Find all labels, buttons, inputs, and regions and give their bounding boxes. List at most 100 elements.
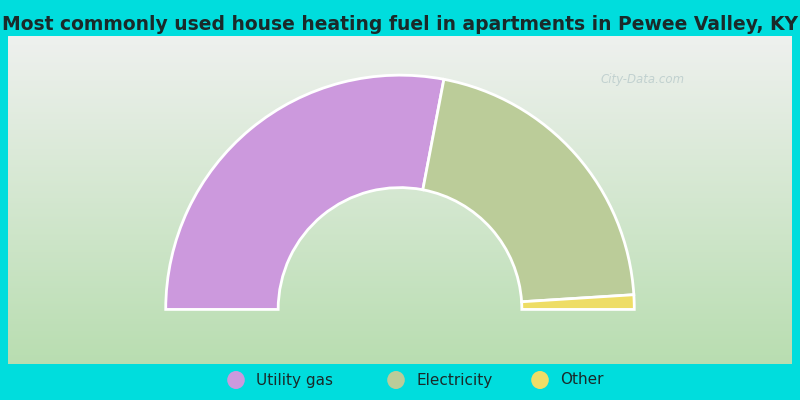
Bar [8, 90, 792, 92]
Bar [8, 69, 792, 70]
Bar [8, 305, 792, 307]
Bar [8, 113, 792, 115]
Bar [8, 303, 792, 305]
Bar [8, 262, 792, 264]
Wedge shape [522, 295, 634, 310]
Bar [8, 198, 792, 200]
Bar [8, 105, 792, 106]
Bar [8, 354, 792, 356]
Bar [8, 294, 792, 295]
Bar [8, 185, 792, 187]
Bar [8, 362, 792, 364]
Bar [8, 284, 792, 285]
Bar [8, 82, 792, 84]
Bar [8, 205, 792, 206]
Bar [8, 326, 792, 328]
Bar [8, 182, 792, 184]
Bar [8, 328, 792, 330]
Bar [8, 176, 792, 177]
Bar [8, 56, 792, 57]
Bar [8, 349, 792, 351]
Bar [8, 187, 792, 188]
Bar [8, 138, 792, 139]
Bar [8, 221, 792, 223]
Bar [8, 356, 792, 358]
Bar [8, 194, 792, 195]
Bar [8, 61, 792, 62]
Bar [8, 42, 792, 44]
Bar [8, 241, 792, 243]
Bar [8, 248, 792, 249]
Bar [8, 358, 792, 359]
Bar [8, 156, 792, 157]
Bar [8, 67, 792, 69]
Bar [8, 348, 792, 349]
Bar [8, 298, 792, 300]
Bar [8, 70, 792, 72]
Bar [8, 97, 792, 98]
Bar [8, 274, 792, 276]
Bar [8, 223, 792, 225]
Bar [8, 246, 792, 248]
Bar [8, 220, 792, 221]
Bar [8, 112, 792, 113]
Bar [8, 249, 792, 251]
Bar [8, 144, 792, 146]
Bar [8, 325, 792, 326]
Bar [8, 256, 792, 258]
Bar [8, 339, 792, 341]
Bar [8, 85, 792, 87]
Bar [8, 100, 792, 102]
Bar [8, 44, 792, 46]
Bar [8, 228, 792, 230]
Bar [8, 359, 792, 361]
Bar [8, 72, 792, 74]
Bar [8, 192, 792, 194]
Bar [8, 351, 792, 352]
Bar [8, 184, 792, 185]
Bar [8, 331, 792, 333]
Bar [8, 236, 792, 238]
Bar [8, 121, 792, 123]
Bar [8, 146, 792, 148]
Bar [8, 292, 792, 294]
Bar [8, 312, 792, 313]
Bar [8, 130, 792, 131]
Bar [8, 282, 792, 284]
Bar [8, 103, 792, 105]
Bar [8, 38, 792, 39]
Bar [8, 148, 792, 149]
Bar [8, 230, 792, 231]
Bar [8, 188, 792, 190]
Bar [8, 261, 792, 262]
Bar [8, 106, 792, 108]
Bar [8, 316, 792, 318]
Bar [8, 75, 792, 77]
Bar [8, 231, 792, 233]
Bar [8, 161, 792, 162]
Bar [8, 315, 792, 316]
Bar [8, 46, 792, 48]
Bar [8, 216, 792, 218]
Bar [8, 174, 792, 176]
Bar [8, 343, 792, 344]
Bar [8, 259, 792, 261]
Bar [8, 88, 792, 90]
Bar [8, 131, 792, 133]
Bar [8, 344, 792, 346]
Bar [8, 333, 792, 334]
Bar [8, 203, 792, 205]
Bar [8, 320, 792, 321]
Bar [8, 149, 792, 151]
Bar [8, 218, 792, 220]
Bar [8, 94, 792, 95]
Bar [8, 323, 792, 325]
Bar [8, 338, 792, 339]
Bar [8, 167, 792, 169]
Wedge shape [423, 79, 634, 302]
Bar [8, 166, 792, 167]
Bar [8, 64, 792, 66]
Bar [8, 295, 792, 297]
Bar [8, 210, 792, 212]
Bar [8, 74, 792, 75]
